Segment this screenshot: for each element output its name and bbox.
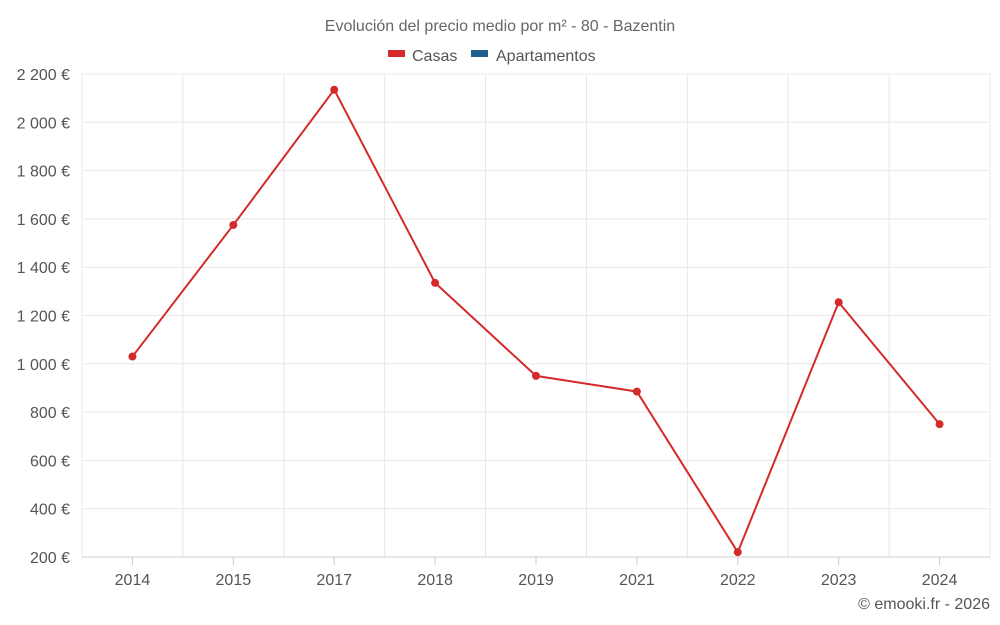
- chart-title: Evolución del precio medio por m² - 80 -…: [325, 18, 675, 35]
- data-point-casas[interactable]: [532, 371, 540, 380]
- x-tick-label: 2017: [316, 572, 352, 589]
- x-tick-label: 2023: [821, 572, 857, 589]
- legend-label-casas: Casas: [412, 48, 457, 65]
- x-tick-label: 2021: [619, 572, 655, 589]
- legend-label-apartamentos: Apartamentos: [496, 48, 596, 65]
- x-tick-label: 2018: [417, 572, 453, 589]
- legend: Casas Apartamentos: [388, 48, 596, 65]
- y-tick-label: 1 800 €: [17, 164, 70, 181]
- legend-swatch-apartamentos: [471, 50, 488, 57]
- data-point-casas[interactable]: [935, 420, 944, 429]
- series-line-casas: [131, 88, 941, 554]
- legend-swatch-casas: [388, 50, 405, 57]
- y-tick-label: 600 €: [30, 453, 70, 470]
- credit-text: © emooki.fr - 2026: [858, 596, 990, 613]
- x-axis-ticks: 2014 2015 2017 2018 2019 2021 2022 2023 2024: [115, 557, 958, 589]
- data-point-casas[interactable]: [128, 352, 137, 361]
- y-tick-label: 400 €: [30, 502, 70, 519]
- x-tick-label: 2019: [518, 572, 554, 589]
- x-tick-label: 2022: [720, 572, 756, 589]
- y-tick-label: 1 200 €: [17, 309, 70, 326]
- legend-item-apartamentos[interactable]: Apartamentos: [471, 48, 596, 65]
- x-tick-label: 2015: [216, 572, 252, 589]
- y-tick-label: 2 200 €: [17, 67, 70, 84]
- y-axis-ticks: 200 € 400 € 600 € 800 € 1 000 € 1 200 € 1 400 …: [17, 67, 70, 567]
- data-point-casas[interactable]: [330, 85, 339, 94]
- data-point-casas[interactable]: [431, 278, 440, 287]
- y-tick-label: 800 €: [30, 405, 70, 422]
- y-tick-label: 1 400 €: [17, 260, 70, 277]
- y-tick-label: 2 000 €: [17, 115, 70, 132]
- data-point-casas[interactable]: [229, 220, 238, 229]
- y-tick-label: 1 600 €: [17, 212, 70, 229]
- grid: [81, 73, 991, 557]
- series-casas: [128, 85, 944, 557]
- legend-item-casas[interactable]: Casas: [388, 48, 457, 65]
- y-tick-label: 1 000 €: [17, 357, 70, 374]
- data-point-casas[interactable]: [834, 298, 843, 307]
- data-point-casas[interactable]: [632, 387, 641, 396]
- data-point-casas[interactable]: [733, 548, 742, 557]
- x-tick-label: 2024: [922, 572, 958, 589]
- x-tick-label: 2014: [115, 572, 151, 589]
- y-tick-label: 200 €: [30, 550, 70, 567]
